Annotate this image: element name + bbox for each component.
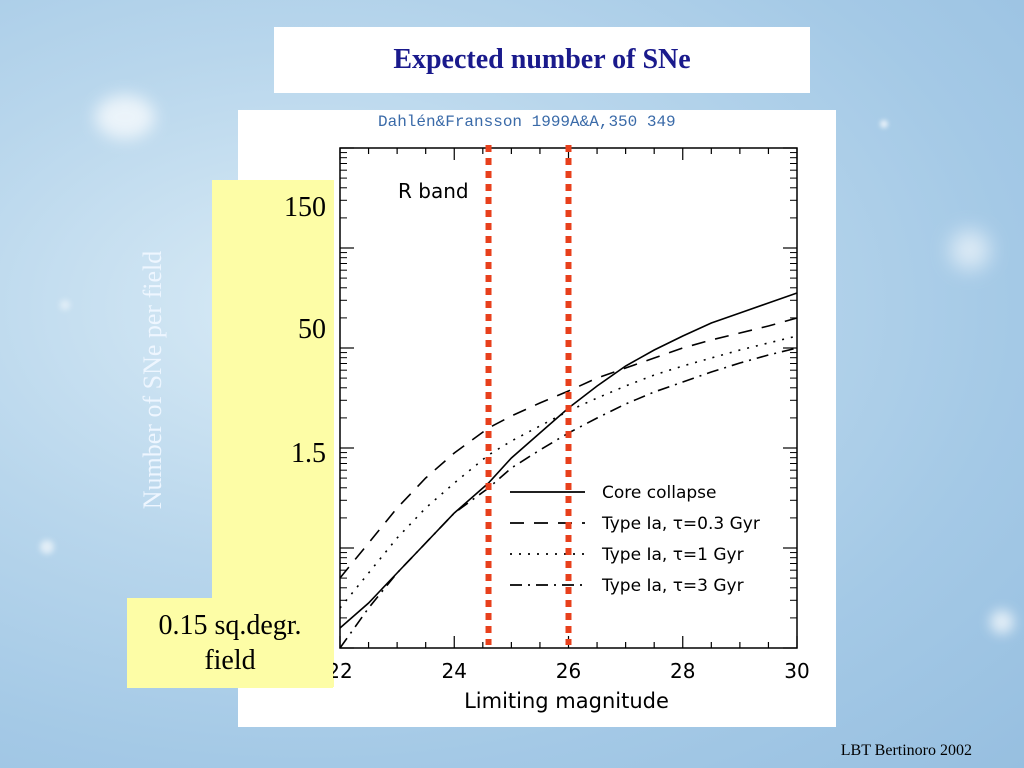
ytick-label-1-5: 1.5 (291, 438, 326, 469)
ytick-label-150: 150 (284, 192, 326, 223)
x-tick-label: 28 (670, 659, 695, 683)
background-star (990, 610, 1014, 634)
background-star (95, 95, 155, 139)
annotation-r-band: R band (398, 179, 469, 203)
plot-panel (238, 110, 836, 727)
background-star (60, 300, 70, 310)
legend-label-1: Core collapse (602, 483, 716, 503)
title-box: Expected number of SNe (274, 27, 810, 93)
series-line-2 (339, 317, 798, 579)
citation: Dahlén&Fransson 1999A&A,350 349 (378, 113, 676, 131)
ytick-label-50: 50 (298, 314, 326, 345)
legend-label-3: Type Ia, τ=1 Gyr (601, 545, 744, 565)
x-axis-label: Limiting magnitude (464, 689, 669, 713)
x-tick-label: 26 (556, 659, 581, 683)
background-star (40, 540, 54, 554)
legend-label-4: Type Ia, τ=3 Gyr (601, 576, 744, 596)
series-line-3 (339, 335, 798, 609)
field-note-box: 0.15 sq.degr. field (127, 598, 333, 688)
legend-label-2: Type Ia, τ=0.3 Gyr (601, 514, 760, 534)
footer-text: LBT Bertinoro 2002 (840, 742, 972, 759)
field-note: 0.15 sq.degr. field (158, 610, 302, 676)
x-tick-label: 24 (442, 659, 467, 683)
slide-title: Expected number of SNe (393, 44, 691, 75)
background-star (880, 120, 888, 128)
background-star (950, 230, 990, 270)
x-tick-label: 30 (784, 659, 809, 683)
